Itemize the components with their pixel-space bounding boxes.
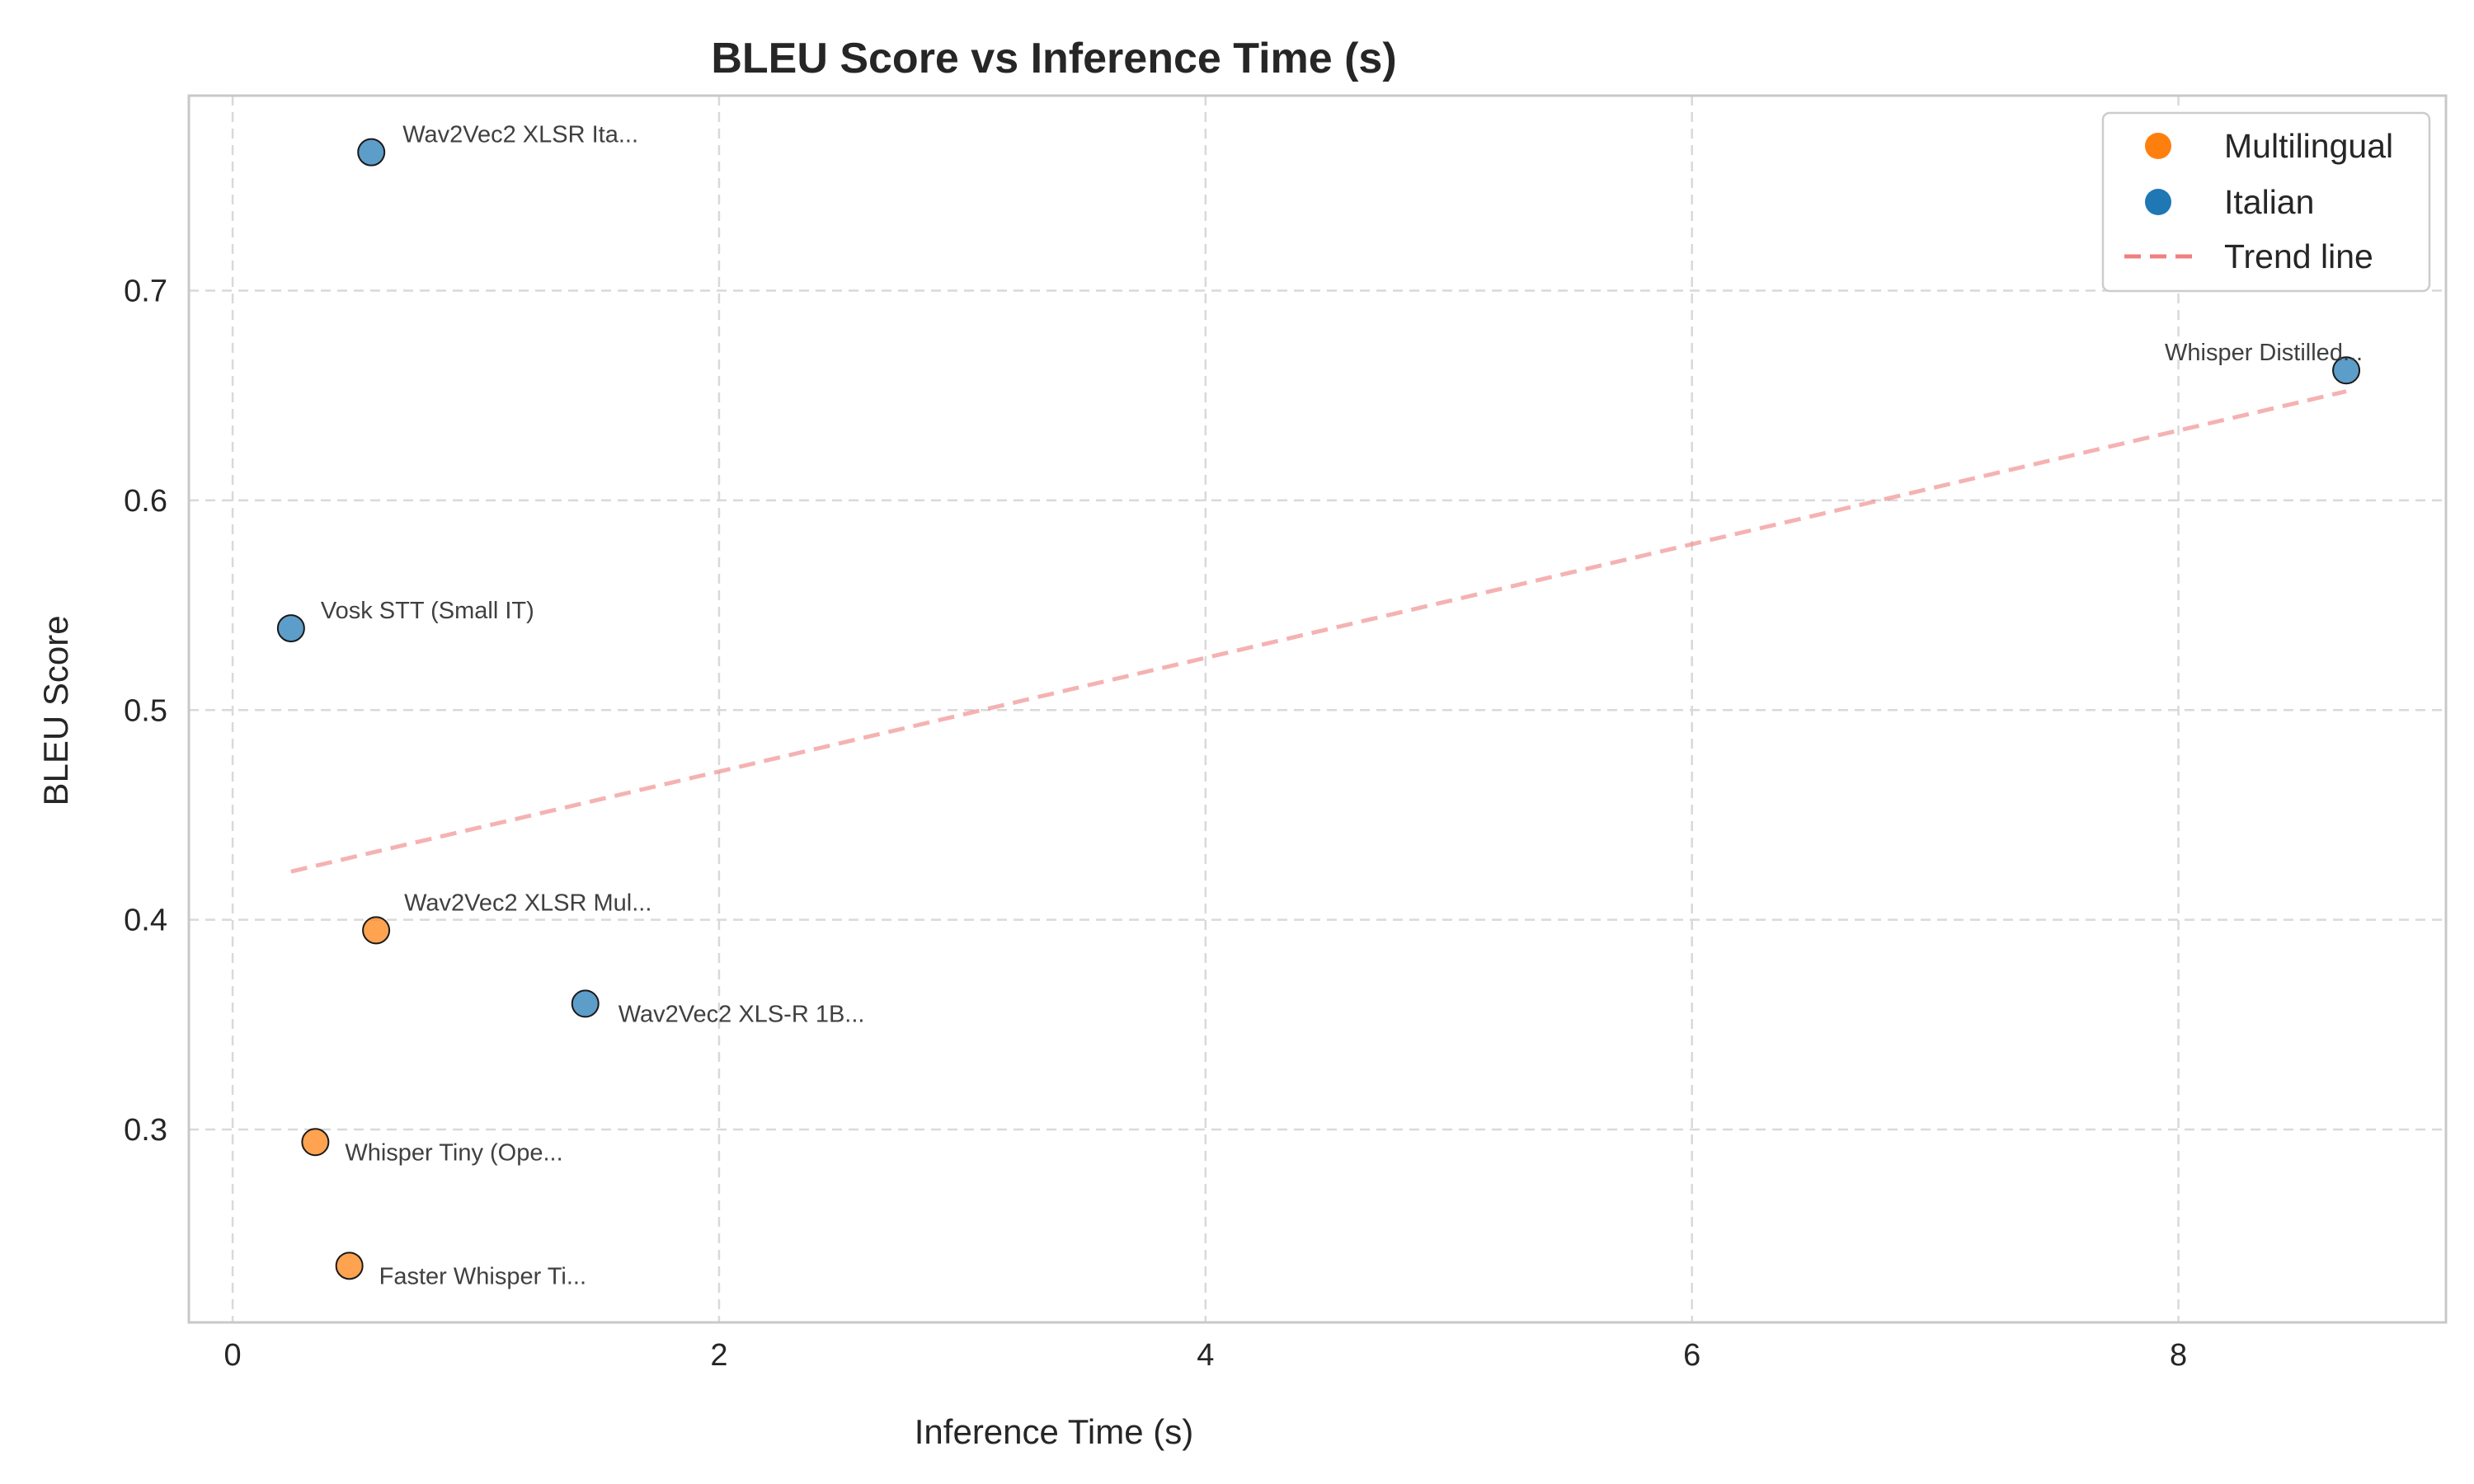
y-tick-label: 0.7 (124, 275, 167, 309)
point-label: Whisper Tiny (Ope... (345, 1139, 562, 1166)
point-label: Wav2Vec2 XLS-R 1B... (618, 1001, 865, 1027)
point-labels: Wav2Vec2 XLSR Mul... Whisper Tiny (Ope...… (321, 122, 2363, 1290)
plot-area (187, 94, 2448, 1324)
point-label: Wav2Vec2 XLSR Mul... (404, 890, 651, 916)
data-point-multilingual (301, 1128, 330, 1157)
gridlines (189, 96, 2446, 1322)
y-tick-label: 0.3 (124, 1113, 167, 1148)
data-point-italian (571, 989, 600, 1018)
legend-label-trend-line: Trend line (2224, 237, 2373, 275)
legend-label-italian: Italian (2224, 183, 2314, 221)
data-point-italian (276, 614, 305, 643)
y-tick-label: 0.5 (124, 693, 167, 728)
point-label: Faster Whisper Ti... (379, 1263, 586, 1289)
point-label: Whisper Distilled... (2165, 340, 2363, 366)
legend-marker-multilingual (2145, 133, 2171, 159)
point-label: Wav2Vec2 XLSR Ita... (402, 122, 638, 148)
data-point-multilingual (335, 1252, 364, 1280)
data-point-italian (357, 138, 386, 167)
x-tick-label: 4 (1197, 1338, 1214, 1373)
x-axis-ticks: 0 2 4 6 8 (224, 1338, 2188, 1373)
y-axis-ticks: 0.3 0.4 0.5 0.6 0.7 (124, 275, 167, 1148)
data-points (276, 138, 2361, 1280)
x-tick-label: 0 (224, 1338, 242, 1373)
legend-box (2101, 111, 2431, 293)
x-axis-label: Inference Time (s) (915, 1412, 1193, 1451)
y-tick-label: 0.6 (124, 484, 167, 519)
point-label: Vosk STT (Small IT) (321, 598, 534, 624)
y-axis-label: BLEU Score (36, 615, 75, 805)
y-tick-label: 0.4 (124, 904, 167, 938)
x-tick-label: 8 (2170, 1338, 2187, 1373)
legend-marker-italian (2145, 189, 2171, 215)
legend-label-multilingual: Multilingual (2224, 127, 2393, 165)
x-tick-label: 2 (710, 1338, 727, 1373)
trend-line (290, 389, 2347, 874)
data-point-multilingual (362, 916, 391, 945)
legend: Multilingual Italian Trend line (2101, 111, 2431, 293)
chart-title: BLEU Score vs Inference Time (s) (711, 35, 1396, 82)
x-tick-label: 6 (1683, 1338, 1700, 1373)
data-point-italian (2332, 356, 2361, 385)
